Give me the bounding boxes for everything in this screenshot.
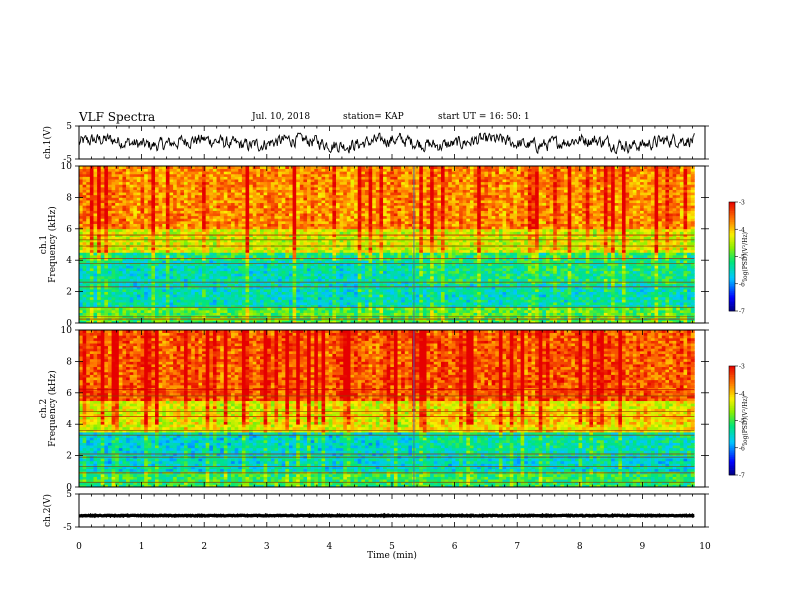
y-tick-label: 6 xyxy=(66,389,72,399)
y-tick-label: 0 xyxy=(66,483,72,493)
y-tick-label: 0 xyxy=(66,319,72,329)
spectrogram-ch2-ylabel: ch.2 xyxy=(39,399,49,418)
colorbar-2 xyxy=(728,365,736,476)
waveform-ch2-trace xyxy=(78,512,695,519)
y-tick-label: 2 xyxy=(66,288,72,298)
spectrogram-ch1-image xyxy=(79,166,705,324)
y-tick-label: 2 xyxy=(66,452,72,462)
y-tick-label: -5 xyxy=(63,523,72,533)
y-tick-label: 4 xyxy=(66,256,72,266)
colorbar-tick-label: -3 xyxy=(739,200,745,207)
x-axis-label: Time (min) xyxy=(367,550,417,561)
colorbar-tick-label: -5 xyxy=(739,418,745,425)
x-tick-label: 1 xyxy=(139,542,145,552)
colorbar-tick-label: -7 xyxy=(739,473,745,480)
colorbar-tick-label: -5 xyxy=(739,254,745,261)
colorbar-label: log(PSD)(V²/Hz) xyxy=(742,396,749,445)
x-tick-label: 10 xyxy=(699,542,711,552)
spectrogram-ch2-ylabel: Frequency (kHz) xyxy=(47,370,58,447)
colorbar-tick-label: -6 xyxy=(739,281,745,288)
x-tick-label: 4 xyxy=(327,542,333,552)
station-label: station= KAP xyxy=(343,112,404,122)
y-tick-label: 10 xyxy=(61,162,73,172)
spectrogram-ch1-ylabel: Frequency (kHz) xyxy=(47,206,58,283)
colorbar-tick-label: -7 xyxy=(739,309,745,316)
y-tick-label: -5 xyxy=(63,155,72,165)
x-tick-label: 8 xyxy=(577,542,583,552)
x-tick-label: 2 xyxy=(201,542,207,552)
waveform-ch2-ylabel: ch.2(V) xyxy=(42,494,53,527)
colorbar-1 xyxy=(728,201,736,312)
y-tick-label: 8 xyxy=(66,193,72,203)
x-tick-label: 5 xyxy=(389,542,395,552)
date-label: Jul. 10, 2018 xyxy=(252,112,310,122)
colorbar-tick-label: -6 xyxy=(739,445,745,452)
spectrogram-ch2-empty-region xyxy=(694,330,705,487)
y-tick-label: 4 xyxy=(66,420,72,430)
spectrogram-ch1-empty-region xyxy=(694,166,705,323)
waveform-ch1-ylabel: ch.1(V) xyxy=(42,126,53,159)
colorbar-label: log(PSD)(V²/Hz) xyxy=(742,232,749,281)
colorbar-tick-label: -4 xyxy=(739,227,745,234)
chart-title: VLF Spectra xyxy=(79,110,155,124)
x-tick-label: 3 xyxy=(264,542,270,552)
spectrogram-ch2-image xyxy=(79,330,705,488)
spectrogram-ch1-ylabel: ch.1 xyxy=(39,235,49,254)
y-tick-label: 6 xyxy=(66,225,72,235)
colorbar-tick-label: -4 xyxy=(739,391,745,398)
y-tick-label: 5 xyxy=(66,490,72,500)
waveform-ch1-trace xyxy=(78,132,695,155)
x-tick-label: 0 xyxy=(76,542,82,552)
colorbar-tick-label: -3 xyxy=(739,364,745,371)
x-tick-label: 7 xyxy=(514,542,520,552)
y-tick-label: 5 xyxy=(66,122,72,132)
y-tick-label: 8 xyxy=(66,357,72,367)
x-tick-label: 6 xyxy=(452,542,458,552)
y-tick-label: 10 xyxy=(61,326,73,336)
start-ut-label: start UT = 16: 50: 1 xyxy=(438,112,530,122)
x-tick-label: 9 xyxy=(640,542,646,552)
